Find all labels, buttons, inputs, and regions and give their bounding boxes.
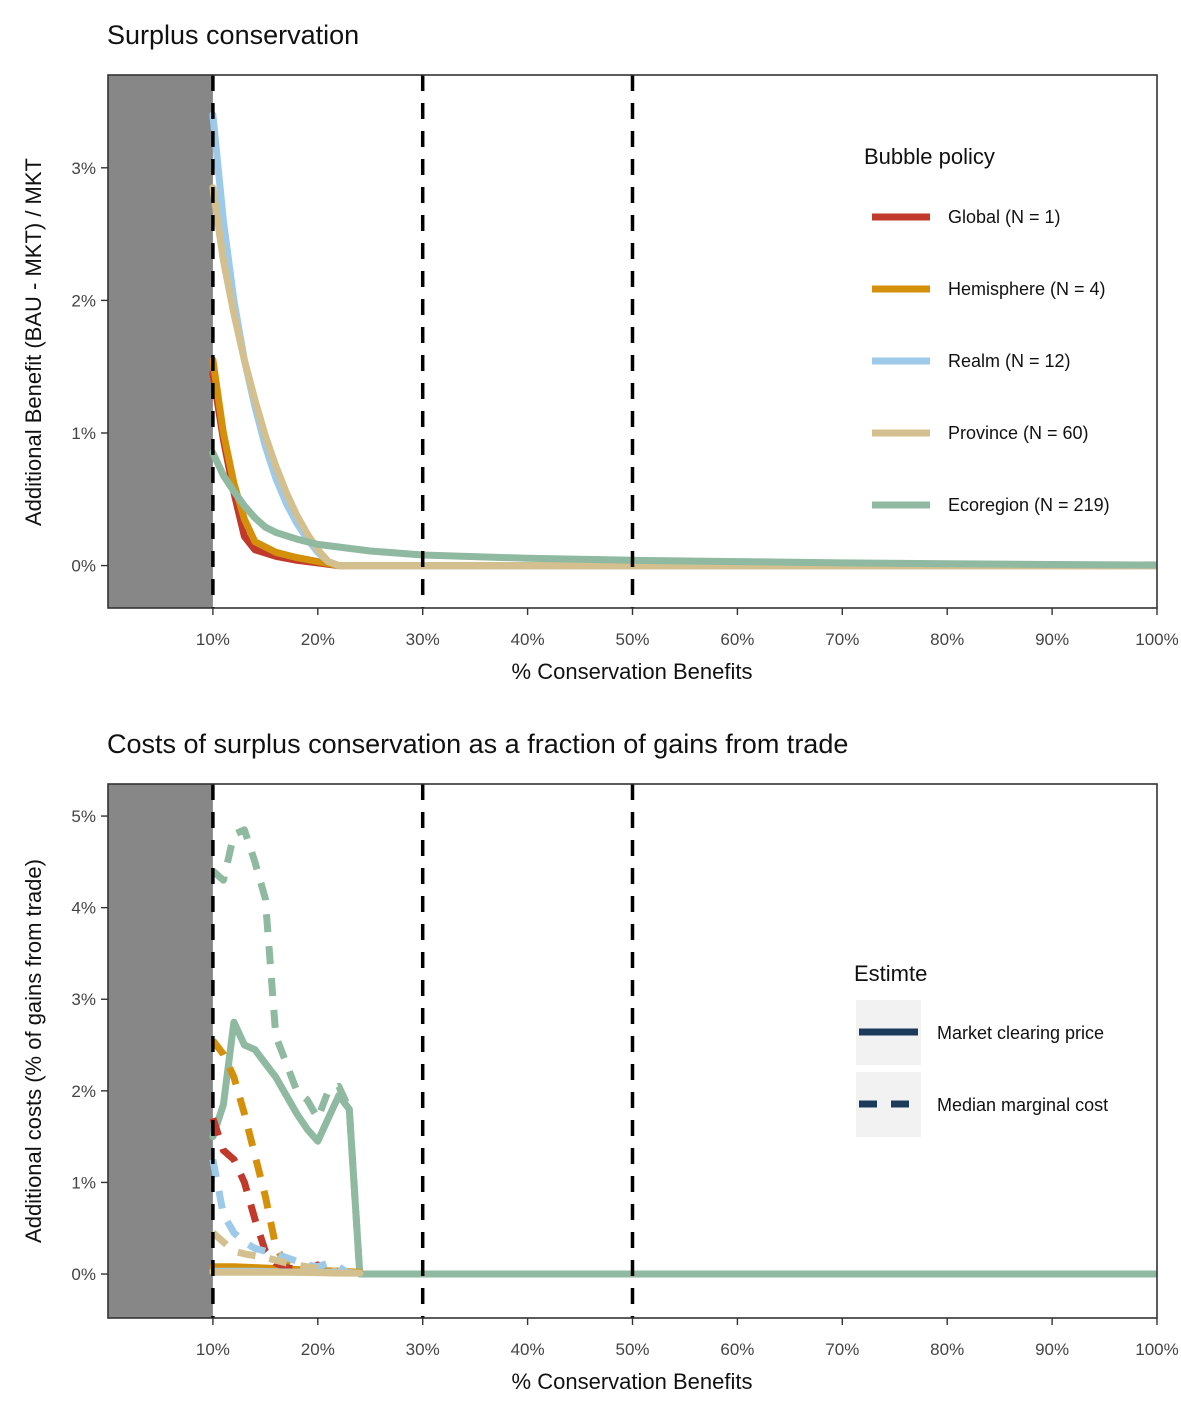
x-tick-label: 60%: [720, 630, 754, 649]
x-tick-label: 100%: [1135, 1340, 1178, 1359]
series-line-global-solid: [209, 369, 1157, 570]
shaded-region-layer: [108, 75, 213, 608]
series-line-province-dashed: [210, 1230, 340, 1276]
y-tick-label: 5%: [71, 807, 96, 826]
x-tick-label: 40%: [511, 630, 545, 649]
y-tick-label: 3%: [71, 159, 96, 178]
tick-layer: 10% 20% 30% 40% 50% 60% 70% 80% 90% 100% 0% 1% 2% 3% 4…: [71, 807, 1178, 1359]
y-tick-label: 1%: [71, 1173, 96, 1192]
series-line-realm-dashed: [209, 1158, 352, 1277]
plot-area: [107, 783, 1158, 1319]
legend-label-global: Global (N = 1): [948, 207, 1061, 227]
x-tick-label: 20%: [301, 1340, 335, 1359]
y-tick-label: 2%: [71, 291, 96, 310]
legend-label-realm: Realm (N = 12): [948, 351, 1071, 371]
x-tick-label: 90%: [1035, 630, 1069, 649]
x-axis-label: % Conservation Benefits: [512, 659, 753, 684]
x-tick-label: 80%: [930, 1340, 964, 1359]
legend-label-ecoregion: Ecoregion (N = 219): [948, 495, 1110, 515]
chart-title: Surplus conservation: [107, 20, 359, 50]
x-tick-label: 30%: [406, 630, 440, 649]
legend-entry-market-clearing-price: Market clearing price: [856, 1000, 1104, 1065]
legend-title: Estimte: [854, 961, 927, 986]
legend-estimte: Estimte Market clearing price Median mar…: [854, 961, 1108, 1137]
x-tick-label: 100%: [1135, 630, 1178, 649]
x-tick-label: 80%: [930, 630, 964, 649]
legend-label-median-marginal-cost: Median marginal cost: [937, 1095, 1108, 1115]
legend-bubble-policy: Bubble policy Global (N = 1) Hemisphere …: [864, 144, 1110, 515]
legend-label-province: Province (N = 60): [948, 423, 1089, 443]
panel-costs-surplus-conservation: Costs of surplus conservation as a fract…: [21, 729, 1179, 1394]
x-tick-label: 70%: [825, 1340, 859, 1359]
y-axis-label: Additional costs (% of gains from trade): [21, 859, 46, 1243]
series-layer: [209, 826, 1157, 1278]
y-axis-label: Additional Benefit (BAU - MKT) / MKT: [21, 158, 46, 526]
panel-surplus-conservation: Surplus conservation Additional Benefit …: [21, 20, 1179, 684]
plot-border: [107, 783, 1158, 1319]
x-tick-label: 90%: [1035, 1340, 1069, 1359]
chart-title: Costs of surplus conservation as a fract…: [107, 729, 848, 759]
y-tick-label: 2%: [71, 1082, 96, 1101]
plot-area: [107, 74, 1158, 609]
plot-border: [107, 74, 1158, 609]
y-tick-label: 1%: [71, 424, 96, 443]
tick-layer: 10% 20% 30% 40% 50% 60% 70% 80% 90% 100% 0% 1% 2% 3%: [71, 159, 1178, 649]
y-tick-label: 3%: [71, 990, 96, 1009]
x-tick-label: 60%: [720, 1340, 754, 1359]
series-line-ecoregion-solid: [209, 449, 1157, 569]
x-tick-label: 20%: [301, 630, 335, 649]
legend-entry-province: Province (N = 60): [872, 423, 1089, 443]
series-line-province-solid: [209, 184, 1157, 570]
series-line-province-solid: [209, 1268, 364, 1277]
x-tick-label: 40%: [511, 1340, 545, 1359]
x-axis-label: % Conservation Benefits: [512, 1369, 753, 1394]
series-layer: [209, 111, 1157, 570]
shaded-region: [108, 784, 213, 1318]
y-tick-label: 0%: [71, 1265, 96, 1284]
vline-layer: [211, 784, 635, 1318]
x-tick-label: 30%: [406, 1340, 440, 1359]
legend-title: Bubble policy: [864, 144, 995, 169]
shaded-region: [108, 75, 213, 608]
x-tick-label: 50%: [615, 630, 649, 649]
legend-entry-median-marginal-cost: Median marginal cost: [856, 1072, 1108, 1137]
legend-label-hemisphere: Hemisphere (N = 4): [948, 279, 1106, 299]
y-tick-label: 0%: [71, 557, 96, 576]
x-tick-label: 10%: [196, 1340, 230, 1359]
x-tick-label: 10%: [196, 630, 230, 649]
shaded-region-layer: [108, 784, 213, 1318]
y-tick-label: 4%: [71, 899, 96, 918]
legend-entry-hemisphere: Hemisphere (N = 4): [872, 279, 1106, 299]
legend-entry-global: Global (N = 1): [872, 207, 1061, 227]
series-line-ecoregion-solid: [209, 1018, 1157, 1278]
legend-entry-ecoregion: Ecoregion (N = 219): [872, 495, 1110, 515]
x-tick-label: 50%: [615, 1340, 649, 1359]
legend-label-market-clearing-price: Market clearing price: [937, 1023, 1104, 1043]
legend-entry-realm: Realm (N = 12): [872, 351, 1071, 371]
vline-layer: [211, 75, 635, 608]
series-line-hemisphere-solid: [209, 356, 1157, 570]
x-tick-label: 70%: [825, 630, 859, 649]
